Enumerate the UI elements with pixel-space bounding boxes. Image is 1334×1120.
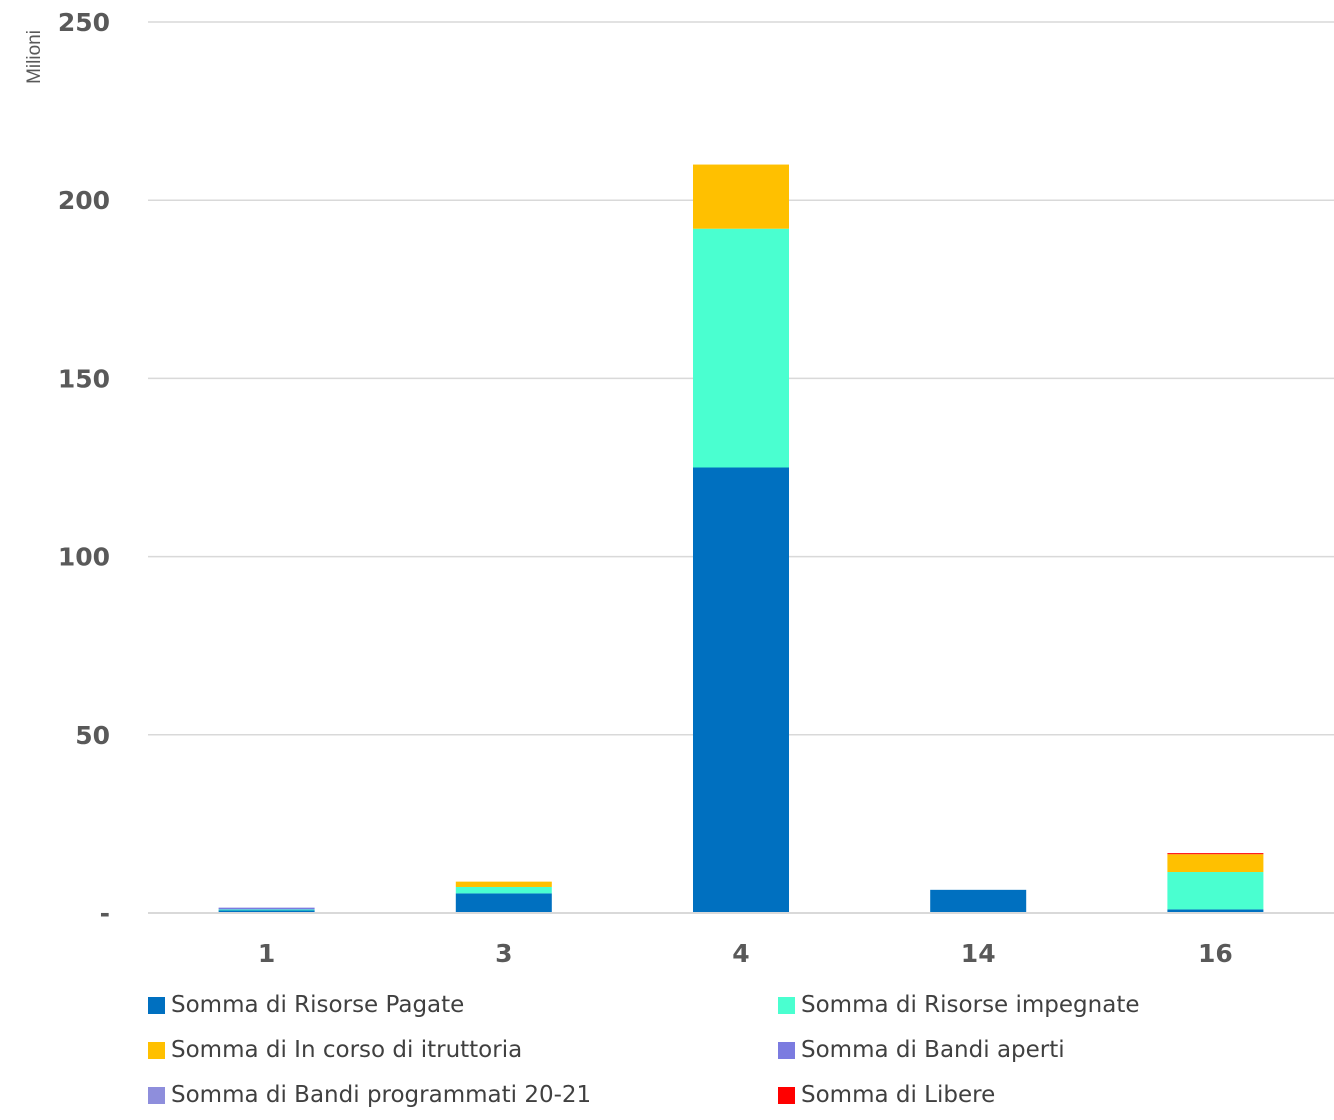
legend-item: Somma di Bandi aperti bbox=[778, 1035, 1328, 1065]
bar-segment bbox=[455, 886, 552, 894]
legend-label: Somma di Bandi aperti bbox=[801, 1037, 1065, 1063]
legend-swatch bbox=[778, 1041, 795, 1059]
y-tick-label: 100 bbox=[58, 543, 110, 572]
legend-label: Somma di Bandi programmati 20-21 bbox=[171, 1082, 592, 1108]
bar-segment bbox=[455, 893, 552, 913]
y-tick-label: 250 bbox=[58, 8, 110, 37]
bar-segment bbox=[218, 907, 315, 910]
y-axis-ticks: - 50 100 150 200 250 bbox=[58, 8, 110, 928]
legend-label: Somma di Risorse impegnate bbox=[801, 992, 1140, 1018]
bar-segment bbox=[930, 889, 1027, 913]
x-tick-label: 16 bbox=[1198, 939, 1233, 968]
y-tick-label: - bbox=[100, 899, 110, 928]
legend-item: Somma di Risorse impegnate bbox=[778, 990, 1328, 1020]
x-axis-ticks: 1 3 4 14 16 bbox=[258, 939, 1233, 968]
bar-segment bbox=[1167, 872, 1264, 910]
bar-segment bbox=[1167, 853, 1264, 855]
bar-segment bbox=[218, 910, 315, 913]
legend: Somma di Risorse Pagate Somma di Risorse … bbox=[148, 990, 1328, 1110]
y-axis-label: Milioni bbox=[24, 30, 45, 84]
bar-segment bbox=[693, 467, 789, 913]
x-tick-label: 4 bbox=[732, 939, 749, 968]
bar-segment bbox=[455, 881, 552, 887]
y-tick-label: 200 bbox=[58, 186, 110, 215]
y-tick-label: 150 bbox=[58, 364, 110, 393]
legend-label: Somma di In corso di itruttoria bbox=[171, 1037, 523, 1063]
legend-item: Somma di Bandi programmati 20-21 bbox=[148, 1080, 778, 1110]
x-tick-label: 3 bbox=[495, 939, 512, 968]
y-tick-label: 50 bbox=[75, 721, 110, 750]
legend-item: Somma di Risorse Pagate bbox=[148, 990, 778, 1020]
legend-item: Somma di Libere bbox=[778, 1080, 1328, 1110]
bar-segment bbox=[693, 164, 789, 229]
legend-label: Somma di Risorse Pagate bbox=[171, 992, 465, 1018]
legend-item: Somma di In corso di itruttoria bbox=[148, 1035, 778, 1065]
bars bbox=[218, 164, 1264, 913]
legend-label: Somma di Libere bbox=[801, 1082, 996, 1108]
x-tick-label: 1 bbox=[258, 939, 275, 968]
bar-segment bbox=[693, 228, 789, 468]
legend-swatch bbox=[778, 1086, 795, 1104]
bar-segment bbox=[1167, 909, 1264, 913]
legend-swatch bbox=[148, 1041, 165, 1059]
stacked-bar-chart: - 50 100 150 200 250 1 3 4 14 16 Milioni bbox=[24, 8, 1334, 968]
legend-swatch bbox=[148, 996, 165, 1014]
legend-swatch bbox=[778, 996, 795, 1014]
bar-segment bbox=[1167, 854, 1264, 873]
legend-swatch bbox=[148, 1086, 165, 1104]
bar-segment bbox=[218, 909, 315, 911]
x-tick-label: 14 bbox=[961, 939, 996, 968]
